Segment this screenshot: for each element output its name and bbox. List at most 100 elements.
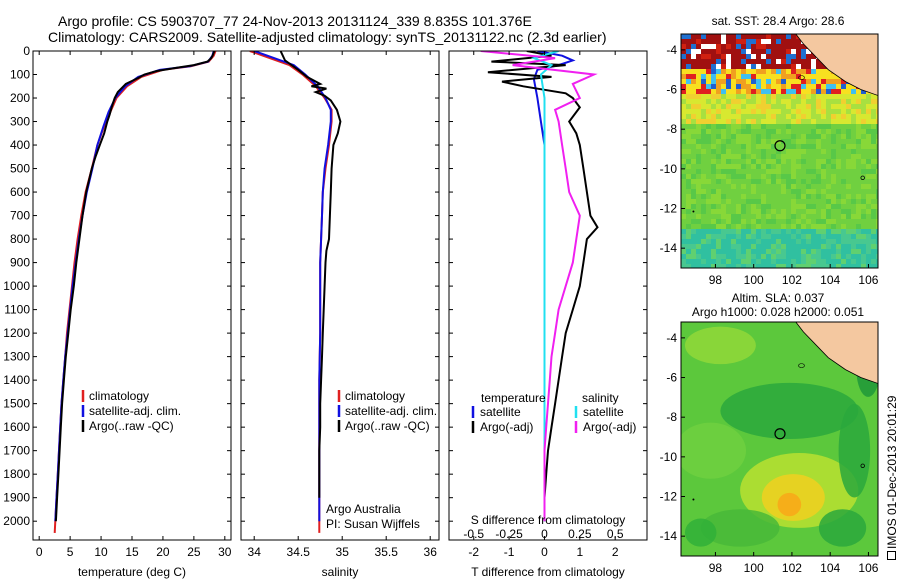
salinity-x-tick-label: 35 <box>336 545 350 559</box>
depth-tick-label: 100 <box>10 68 30 82</box>
salinity-plot-frame <box>240 50 440 541</box>
sst-map-argo-marker <box>774 140 786 152</box>
depth-tick-label: 1900 <box>3 491 30 505</box>
depth-tick-label: 1500 <box>3 397 30 411</box>
salinity-legend-label: Argo(..raw -QC) <box>345 419 430 433</box>
sst-map-x-tick-label: 100 <box>744 273 764 287</box>
salinity-legend-label: climatology <box>345 389 405 403</box>
diff-legend-sal-label: Argo(-adj) <box>583 420 636 434</box>
depth-tick-label: 1700 <box>3 444 30 458</box>
temperature-series-sat-line <box>54 51 215 522</box>
sla-map-land <box>795 322 878 384</box>
temperature-x-tick-label: 15 <box>125 545 139 559</box>
difference-x-tick-label: 1 <box>576 545 583 559</box>
sla-map-x-tick-label: 106 <box>858 561 878 575</box>
depth-tick-label: 800 <box>10 232 30 246</box>
depth-tick-label: 700 <box>10 209 30 223</box>
sla-map-x-tick-label: 102 <box>782 561 802 575</box>
sla-map-island-cocos <box>692 498 695 501</box>
temperature-legend-label: satellite-adj. clim. <box>89 404 181 418</box>
temperature-x-tick-label: 0 <box>36 545 43 559</box>
temperature-series-clim-line <box>53 51 217 533</box>
depth-tick-label: 1300 <box>3 350 30 364</box>
sst-map-field <box>681 34 878 268</box>
diff-legend-temp-label: Argo(-adj) <box>480 420 533 434</box>
sst-map-y-tick-label: -10 <box>660 162 678 176</box>
depth-tick-label: 1200 <box>3 326 30 340</box>
depth-tick-label: 0 <box>23 44 30 58</box>
salinity-x-tick-label: 34 <box>248 545 262 559</box>
diff-s-tick-label: -0.5 <box>463 527 484 541</box>
sst-map-x-tick-label: 104 <box>820 273 840 287</box>
salinity-legend-label: satellite-adj. clim. <box>345 404 437 418</box>
sst-map-y-tick-label: -4 <box>666 43 677 57</box>
salinity-annotation: Argo Australia <box>326 502 401 516</box>
depth-tick-label: 900 <box>10 256 30 270</box>
sla-map-frame <box>680 321 879 557</box>
diff-legend-salinity-title: salinity <box>582 391 619 405</box>
imos-stamp-text: IMOS 01-Dec-2013 20:01:29 <box>885 395 899 549</box>
depth-tick-label: 1800 <box>3 467 30 481</box>
diff-s-tick-label: 0 <box>541 527 548 541</box>
sst-map-y-tick-label: -8 <box>666 122 677 136</box>
depth-tick-label: 400 <box>10 138 30 152</box>
difference-series-sal_sat-line <box>530 51 559 522</box>
sla-map-argo-marker <box>774 428 786 440</box>
depth-tick-label: 1400 <box>3 373 30 387</box>
temperature-legend-label: Argo(..raw -QC) <box>89 419 174 433</box>
diff-legend-temperature-title: temperature <box>481 391 546 405</box>
temperature-x-tick-label: 30 <box>218 545 232 559</box>
salinity-annotation: PI: Susan Wijffels <box>326 517 420 531</box>
sst-map-frame <box>680 33 879 269</box>
difference-series-sat-line <box>532 51 576 522</box>
depth-tick-label: 1000 <box>3 279 30 293</box>
diff-s-tick-label: 0.25 <box>568 527 592 541</box>
sst-map-land <box>795 34 878 96</box>
sst-map-title: sat. SST: 28.4 Argo: 28.6 <box>712 14 845 28</box>
salinity-x-axis-label: salinity <box>322 565 359 579</box>
temperature-x-tick-label: 10 <box>94 545 108 559</box>
sla-map-title: Altim. SLA: 0.037 <box>732 291 825 305</box>
sst-map-y-tick-label: -14 <box>660 241 678 255</box>
difference-x-axis-label: T difference from climatology <box>471 565 625 579</box>
header-line-2: Climatology: CARS2009. Satellite-adjuste… <box>48 29 607 45</box>
sla-map-island-christmas <box>860 463 865 468</box>
sst-map-x-tick-label: 102 <box>782 273 802 287</box>
temperature-series-argo-line <box>54 51 216 522</box>
sla-map-field <box>681 322 878 556</box>
depth-tick-label: 1100 <box>4 303 30 317</box>
sla-map-y-tick-label: -4 <box>666 331 677 345</box>
diff-legend-sal-label: satellite <box>583 405 624 419</box>
sla-map-y-tick-label: -12 <box>660 490 678 504</box>
sla-map-x-tick-label: 100 <box>744 561 764 575</box>
temperature-x-tick-label: 5 <box>67 545 74 559</box>
sst-map-island-cocos <box>692 210 695 213</box>
diff-s-tick-label: -0.25 <box>495 527 523 541</box>
difference-series-argo-line <box>487 51 599 522</box>
difference-x-tick-label: -1 <box>504 545 515 559</box>
sla-map-x-tick-label: 98 <box>709 561 723 575</box>
sla-map-y-tick-label: -14 <box>660 529 678 543</box>
sst-map-y-tick-label: -12 <box>660 202 678 216</box>
temperature-x-tick-label: 20 <box>156 545 170 559</box>
sla-map-x-tick-label: 104 <box>820 561 840 575</box>
sst-map-x-tick-label: 106 <box>858 273 878 287</box>
sst-map-island-christmas <box>860 175 865 180</box>
salinity-x-tick-label: 34.5 <box>287 545 311 559</box>
difference-x-tick-label: 0 <box>541 545 548 559</box>
difference-series-sal_argo-line <box>480 51 598 522</box>
depth-tick-label: 600 <box>10 185 30 199</box>
sla-map-y-tick-label: -8 <box>666 410 677 424</box>
sla-map-island-enggano <box>798 363 805 368</box>
depth-tick-label: 2000 <box>3 514 30 528</box>
header-line-1: Argo profile: CS 5903707_77 24-Nov-2013 … <box>58 13 532 29</box>
depth-tick-label: 300 <box>10 115 30 129</box>
temperature-legend-label: climatology <box>89 389 149 403</box>
salinity-x-tick-label: 35.5 <box>375 545 399 559</box>
difference-x-tick-label: -2 <box>468 545 479 559</box>
sla-map-subtitle: Argo h1000: 0.028 h2000: 0.051 <box>692 305 864 319</box>
salinity-series-argo-line <box>279 51 342 498</box>
depth-tick-label: 1600 <box>3 420 30 434</box>
temperature-x-axis-label: temperature (deg C) <box>78 565 186 579</box>
